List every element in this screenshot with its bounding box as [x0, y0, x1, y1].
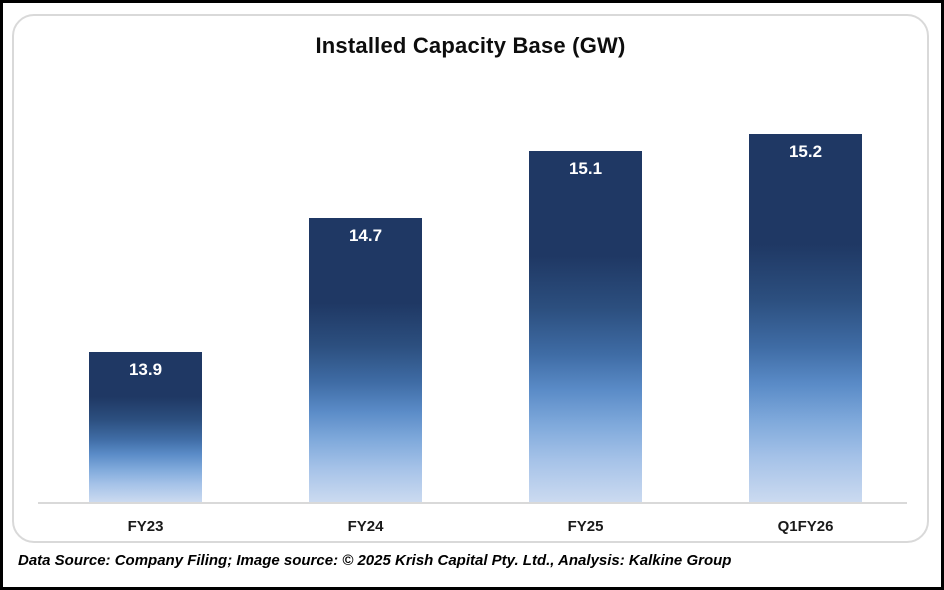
plot-area: 13.9 FY23 14.7 FY24 15.1 FY25 15.2 Q1FY26	[14, 16, 927, 541]
x-axis-label-Q1FY26: Q1FY26	[777, 518, 834, 535]
bar-FY24: 14.7	[309, 217, 422, 502]
bar-Q1FY26: 15.2	[749, 134, 862, 502]
chart-title: Installed Capacity Base (GW)	[315, 33, 626, 58]
bar-value-label: 15.2	[788, 142, 823, 162]
x-axis-line	[38, 502, 907, 504]
bar-value-label: 13.9	[128, 359, 163, 379]
x-axis-label-FY25: FY25	[567, 518, 604, 535]
bar-FY25: 15.1	[529, 150, 642, 502]
bar-value-label: 14.7	[348, 225, 383, 245]
bar-FY23: 13.9	[89, 351, 202, 502]
chart-card: Installed Capacity Base (GW) 13.9 FY23 14.…	[12, 14, 929, 543]
x-axis-label-FY23: FY23	[127, 518, 164, 535]
source-attribution: Data Source: Company Filing; Image sourc…	[18, 552, 732, 569]
x-axis-label-FY24: FY24	[347, 518, 384, 535]
bar-value-label: 15.1	[568, 158, 603, 178]
